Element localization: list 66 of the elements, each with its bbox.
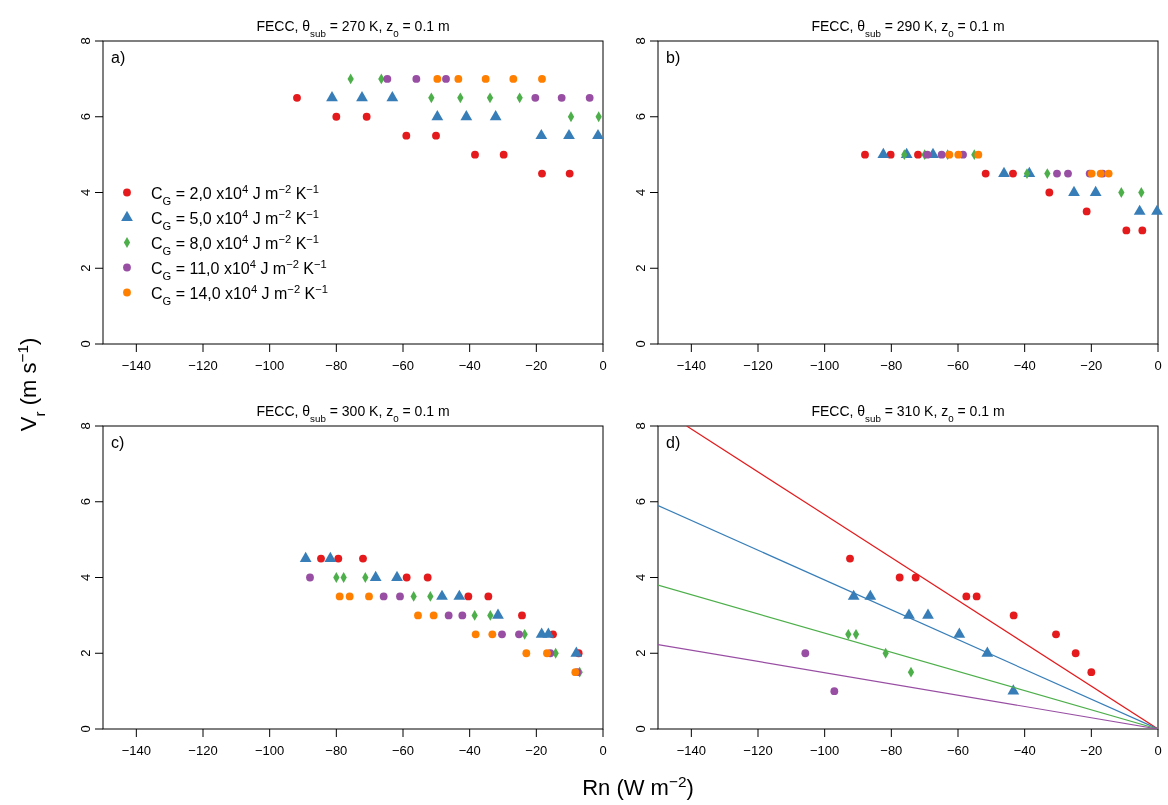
legend-label: C$_{G}$ = 2,0 x10$^{4}$ J m$^{−2}$ K$^{−1}$ [151,182,320,207]
x-tick-label: 0 [599,743,607,758]
y-tick-label: 6 [78,498,93,506]
y-tick-label: 0 [633,725,648,733]
y-tick-label: 2 [633,264,648,272]
legend-label: C$_{G}$ = 14,0 x10$^{4}$ J m$^{−2}$ K$^{−1}$ [151,282,328,307]
y-tick-label: 0 [78,725,93,733]
x-tick-label: −140 [676,358,706,373]
y-tick-label: 2 [78,649,93,657]
x-axis-title: Rn (W m$^{−2}$) [582,772,694,800]
x-tick-label: −80 [880,358,903,373]
x-tick-label: −120 [743,743,773,758]
y-tick-label: 8 [78,37,93,45]
y-tick-label: 0 [78,340,93,348]
x-tick-label: −120 [743,358,773,373]
annotation: d) [666,434,681,451]
x-tick-label: −40 [1013,743,1036,758]
x-tick-label: −20 [525,743,548,758]
chart-title: FECC, θ$_{sub}$ = 270 K, z$_{0}$ = 0.1 m [256,18,450,39]
x-tick-label: −20 [1080,358,1103,373]
x-tick-label: −40 [458,358,481,373]
y-tick-label: 6 [633,113,648,121]
x-tick-label: −120 [188,358,218,373]
x-tick-label: 0 [599,358,607,373]
x-tick-label: −60 [946,358,970,373]
x-tick-label: −120 [188,743,218,758]
y-tick-label: 6 [633,498,648,506]
y-tick-label: 4 [633,188,648,197]
x-tick-label: 0 [1154,743,1162,758]
annotation: c) [111,434,125,451]
x-tick-label: −80 [880,743,903,758]
y-tick-label: 0 [633,340,648,348]
x-tick-label: −60 [391,743,415,758]
x-tick-label: −100 [255,358,285,373]
annotation: b) [666,49,681,66]
y-tick-label: 2 [633,649,648,657]
legend-label: C$_{G}$ = 5,0 x10$^{4}$ J m$^{−2}$ K$^{−1}$ [151,207,320,232]
y-tick-label: 2 [78,264,93,272]
x-tick-label: −100 [810,743,840,758]
x-tick-label: −40 [458,743,481,758]
chart-title: FECC, θ$_{sub}$ = 310 K, z$_{0}$ = 0.1 m [811,403,1005,424]
x-tick-label: −100 [810,358,840,373]
legend-label: C$_{G}$ = 8,0 x10$^{4}$ J m$^{−2}$ K$^{−1}$ [151,232,320,257]
x-tick-label: −140 [676,743,706,758]
y-tick-label: 8 [78,422,93,430]
y-tick-label: 4 [78,573,93,582]
annotation: a) [111,49,126,66]
x-tick-label: −20 [1080,743,1103,758]
y-tick-label: 4 [633,573,648,582]
x-tick-label: −100 [255,743,285,758]
x-tick-label: −40 [1013,358,1036,373]
x-tick-label: −20 [525,358,548,373]
x-tick-label: −80 [325,743,348,758]
x-tick-label: 0 [1154,358,1162,373]
y-tick-label: 8 [633,422,648,430]
x-tick-label: −80 [325,358,348,373]
chart-title: FECC, θ$_{sub}$ = 290 K, z$_{0}$ = 0.1 m [811,18,1005,39]
chart-title: FECC, θ$_{sub}$ = 300 K, z$_{0}$ = 0.1 m [256,403,450,424]
x-tick-label: −60 [946,743,970,758]
y-tick-label: 4 [78,188,93,197]
y-tick-label: 8 [633,37,648,45]
x-tick-label: −60 [391,358,415,373]
legend-label: C$_{G}$ = 11,0 x10$^{4}$ J m$^{−2}$ K$^{−1}$ [151,257,327,282]
y-tick-label: 6 [78,113,93,121]
x-tick-label: −140 [121,358,151,373]
x-tick-label: −140 [121,743,151,758]
